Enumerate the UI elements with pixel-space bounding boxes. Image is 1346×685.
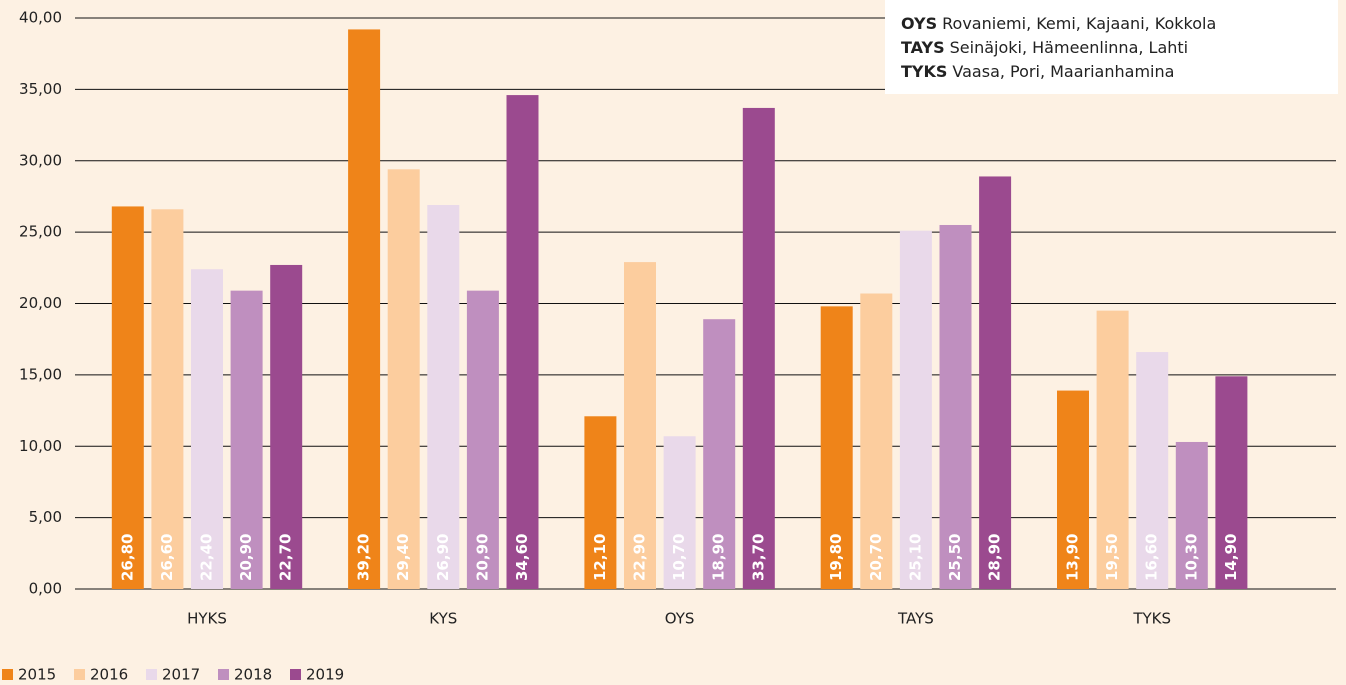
data-label: 29,40 [394,534,412,581]
y-tick-label: 25,00 [19,223,62,241]
bar [939,224,972,590]
bar [506,95,539,590]
x-tick-label: TAYS [897,610,934,628]
data-label: 22,70 [277,534,295,581]
legend-swatch [2,669,13,680]
y-tick-label: 0,00 [29,580,62,598]
data-label: 26,90 [434,534,452,581]
data-label: 19,50 [1103,534,1121,581]
x-tick-label: OYS [665,610,695,628]
y-tick-label: 15,00 [19,365,62,383]
bar [348,29,381,590]
data-label: 22,40 [198,534,216,581]
bar [151,209,184,589]
bar [703,319,736,589]
note-text: Vaasa, Pori, Maarianhamina [952,62,1174,81]
note-code: TYKS [901,62,947,81]
bar [1175,441,1208,589]
bar [1136,352,1169,589]
bar [466,290,499,589]
data-label: 20,70 [867,534,885,581]
bar [820,306,853,589]
bar [663,436,696,589]
data-label: 10,30 [1182,534,1200,581]
bar [230,290,263,589]
data-label: 28,90 [986,534,1004,581]
data-label: 20,90 [473,534,491,581]
legend-swatch [146,669,157,680]
bar [270,264,303,589]
x-tick-label: TYKS [1132,610,1171,628]
bar [742,107,775,590]
y-tick-label: 30,00 [19,151,62,169]
y-tick-label: 20,00 [19,294,62,312]
bar [860,293,893,589]
data-label: 39,20 [355,534,373,581]
bar [1057,390,1089,589]
legend-label: 2018 [234,666,272,684]
data-label: 14,90 [1222,534,1240,581]
x-tick-label: HYKS [187,610,227,628]
note-line: OYS Rovaniemi, Kemi, Kajaani, Kokkola [901,14,1216,33]
y-tick-label: 40,00 [19,9,62,27]
data-label: 26,80 [118,534,136,581]
data-label: 25,10 [906,534,924,581]
data-label: 19,80 [827,534,845,581]
note-line: TYKS Vaasa, Pori, Maarianhamina [901,62,1174,81]
bar [387,169,420,589]
data-label: 12,10 [591,534,609,581]
bar [191,269,223,589]
bar [584,416,617,589]
data-label: 13,90 [1064,534,1082,581]
data-label: 25,50 [946,534,964,581]
y-tick-label: 10,00 [19,437,62,455]
legend-label: 2019 [306,666,344,684]
bar [979,176,1012,589]
note-box [885,0,1338,94]
data-label: 18,90 [710,534,728,581]
legend-label: 2017 [162,666,200,684]
bar [624,262,656,589]
legend-label: 2015 [18,666,56,684]
data-label: 33,70 [749,534,767,581]
x-tick-label: KYS [429,610,457,628]
data-label: 22,90 [631,534,649,581]
note-code: OYS [901,14,937,33]
note-code: TAYS [901,38,945,57]
legend-swatch [218,669,229,680]
bar [427,205,460,589]
legend-swatch [290,669,301,680]
bar [111,206,144,589]
y-tick-label: 5,00 [29,508,62,526]
data-label: 26,60 [158,534,176,581]
y-tick-label: 35,00 [19,80,62,98]
data-label: 10,70 [670,534,688,581]
data-label: 34,60 [513,534,531,581]
note-line: TAYS Seinäjoki, Hämeenlinna, Lahti [901,38,1188,57]
bar [899,230,932,589]
legend-label: 2016 [90,666,128,684]
data-label: 16,60 [1143,534,1161,581]
legend-swatch [74,669,85,680]
bar [1215,376,1248,589]
data-label: 20,90 [237,534,255,581]
note-text: Rovaniemi, Kemi, Kajaani, Kokkola [942,14,1216,33]
note-text: Seinäjoki, Hämeenlinna, Lahti [950,38,1188,57]
bar [1096,310,1129,589]
